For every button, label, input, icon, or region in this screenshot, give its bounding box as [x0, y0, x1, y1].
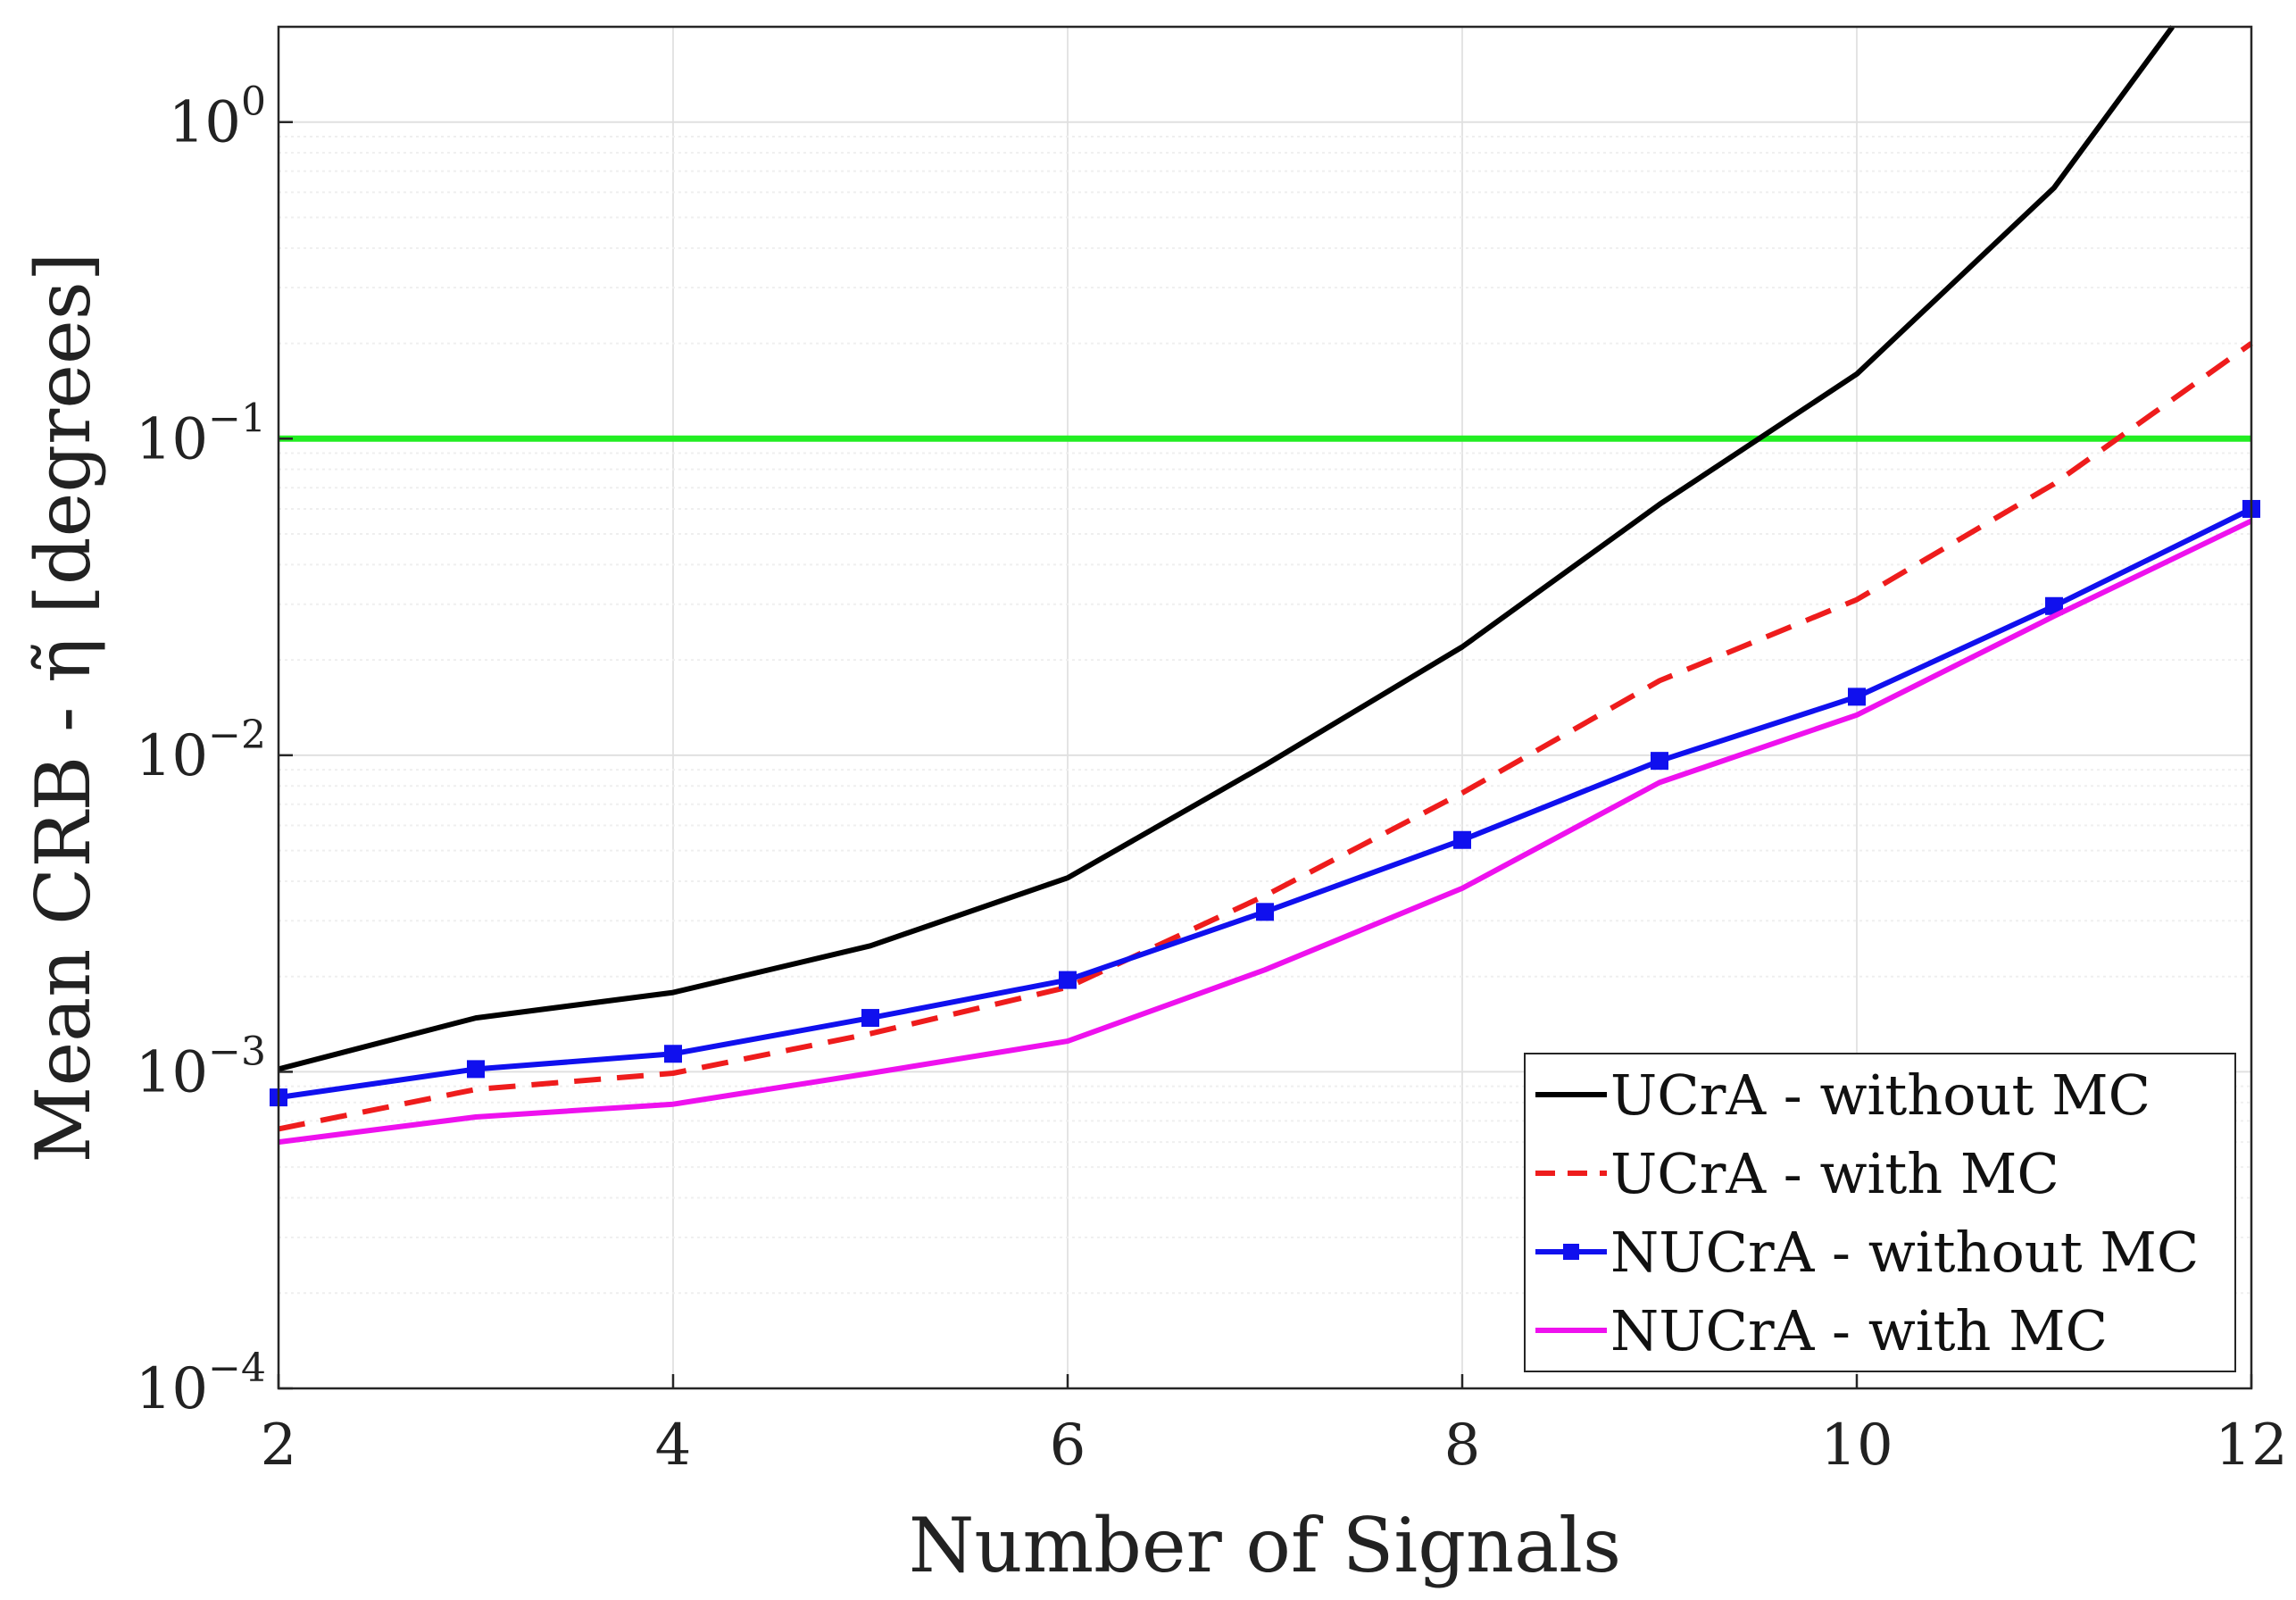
series-4: [278, 518, 2253, 1146]
y-tick-label: 10−2: [136, 712, 266, 789]
legend-box: [1524, 1053, 2236, 1372]
data-point-marker: [664, 1045, 682, 1063]
x-tick-label: 10: [1820, 1412, 1893, 1479]
legend-label: UCrA - without MC: [1610, 1062, 2150, 1128]
series-group: [270, 25, 2260, 1146]
y-tick-label: 10−3: [136, 1029, 266, 1105]
x-axis-title: Number of Signals: [909, 1502, 1621, 1589]
legend-label: NUCrA - with MC: [1610, 1298, 2108, 1363]
data-point-marker: [861, 1009, 879, 1028]
legend-entry-1: UCrA - without MC: [1535, 1062, 2150, 1128]
x-tick-labels: 2 4 6 8 10 12: [261, 1374, 2288, 1479]
y-axis-title: Mean CRB - η̃ [degrees]: [20, 252, 107, 1162]
x-tick-label: 8: [1444, 1412, 1481, 1479]
data-point-marker: [1848, 688, 1866, 706]
legend-label: UCrA - with MC: [1610, 1141, 2059, 1206]
x-tick-label: 6: [1050, 1412, 1086, 1479]
legend-entry-2: UCrA - with MC: [1535, 1141, 2059, 1206]
series-line: [278, 518, 2253, 1146]
x-tick-label: 12: [2215, 1412, 2287, 1479]
data-point-marker: [1059, 971, 1077, 989]
legend-entry-3: NUCrA - without MC: [1535, 1220, 2199, 1285]
plot-frame: [277, 25, 2253, 1390]
series-3: [270, 499, 2260, 1107]
y-tick-label: 10−4: [136, 1346, 266, 1422]
legend: UCrA - without MC UCrA - with MC NUCrA - w…: [1524, 1053, 2236, 1372]
data-point-marker: [1256, 903, 1274, 921]
x-tick-label: 2: [261, 1412, 297, 1479]
series-1: [278, 25, 2175, 1072]
y-tick-label: 10−1: [136, 396, 266, 472]
series-line: [278, 25, 2175, 1072]
series-line: [278, 506, 2253, 1101]
legend-marker: [1563, 1244, 1579, 1260]
data-point-marker: [1651, 752, 1668, 771]
series-line: [278, 341, 2253, 1132]
y-tick-labels: 100 10−1 10−2 10−3 10−4: [136, 79, 293, 1422]
data-point-marker: [467, 1060, 485, 1079]
legend-entry-4: NUCrA - with MC: [1535, 1298, 2108, 1363]
x-tick-label: 4: [655, 1412, 692, 1479]
data-point-marker: [1453, 830, 1471, 849]
series-2: [278, 341, 2253, 1132]
y-tick-label: 100: [169, 79, 266, 156]
legend-label: NUCrA - without MC: [1610, 1220, 2199, 1285]
